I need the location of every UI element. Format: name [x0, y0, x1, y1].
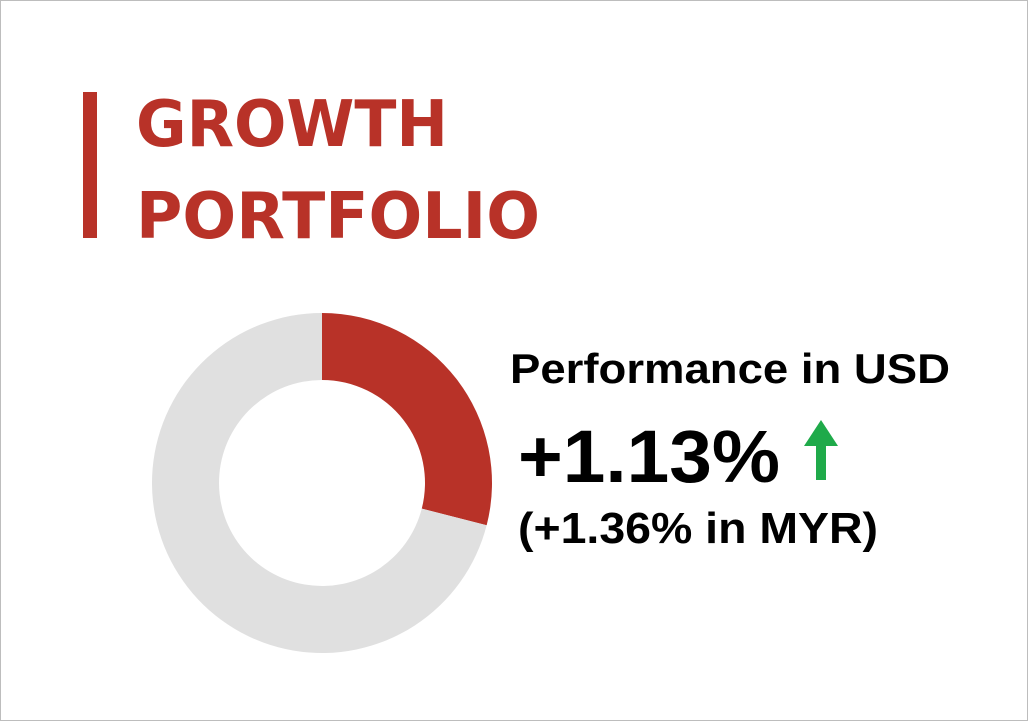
donut-segment — [152, 313, 487, 653]
title-line: PORTFOLIO — [136, 180, 540, 254]
donut-segment — [322, 313, 492, 526]
accent-bar — [83, 92, 97, 238]
title-line: GROWTH — [136, 88, 448, 162]
up-arrow — [804, 420, 838, 480]
performance-label: Performance in USD — [510, 345, 950, 392]
performance-value: +1.13% — [518, 415, 780, 498]
arrow-shape — [804, 420, 838, 480]
donut-chart — [152, 313, 492, 653]
performance-secondary: (+1.36% in MYR) — [518, 504, 878, 553]
